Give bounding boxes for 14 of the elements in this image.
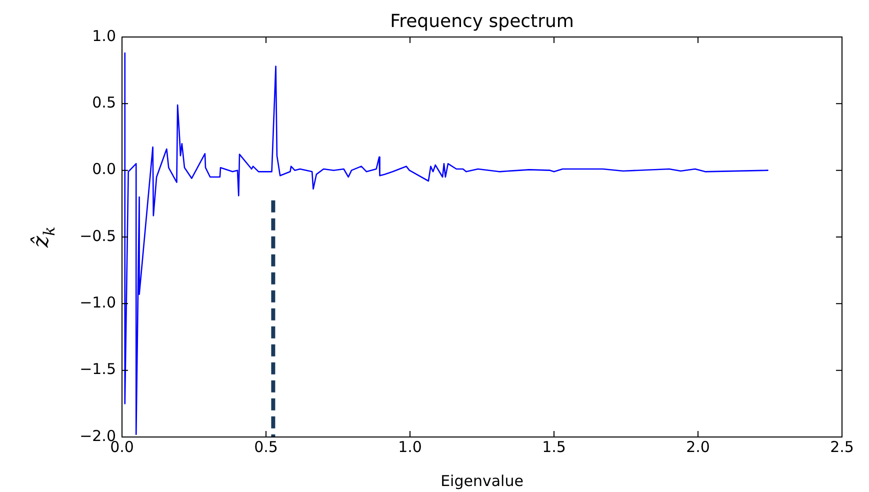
x-tick-label: 0.5 (254, 438, 278, 456)
x-axis-title: Eigenvalue (440, 472, 524, 490)
x-tick-label: 2.5 (830, 438, 854, 456)
y-tick-label: −1.5 (80, 360, 116, 378)
y-tick-label: 0.0 (92, 160, 116, 178)
y-tick-label: 0.5 (92, 94, 116, 112)
y-tick-label: −1.0 (80, 294, 116, 312)
chart-title: Frequency spectrum (390, 11, 574, 32)
x-tick-label: 1.0 (398, 438, 422, 456)
x-tick-label: 2.0 (686, 438, 710, 456)
x-tick-label: 1.5 (542, 438, 566, 456)
y-tick-label: 1.0 (92, 26, 116, 45)
y-axis-title: ẑk (29, 226, 59, 248)
y-tick-label: −0.5 (80, 226, 116, 245)
